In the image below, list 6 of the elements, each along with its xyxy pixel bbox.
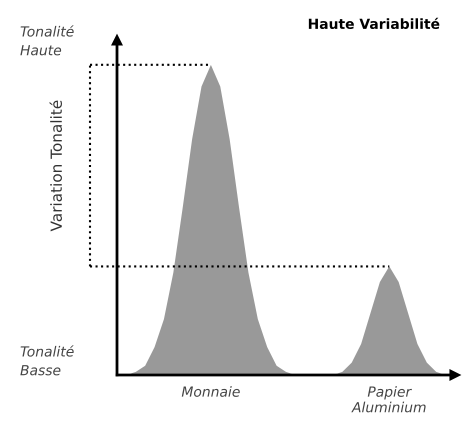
chart-title: Haute Variabilité	[308, 18, 440, 30]
x-tick-label: Monnaie	[182, 386, 240, 397]
x-tick-label: Papier Aluminium	[351, 386, 426, 412]
text: Tonalité Basse	[20, 345, 74, 376]
y-axis-title: Variation Tonalité	[50, 100, 62, 232]
text: Tonalité Haute	[20, 25, 74, 56]
